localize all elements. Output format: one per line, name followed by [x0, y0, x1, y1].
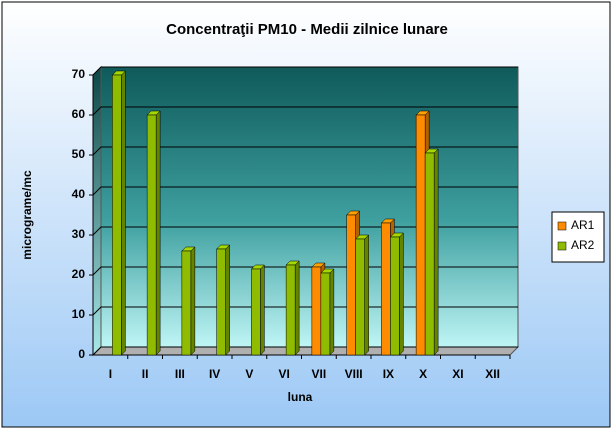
grid-line — [92, 66, 518, 76]
back-wall — [100, 66, 519, 348]
grid-line — [92, 106, 518, 116]
bar-side — [225, 244, 230, 356]
bar-side — [155, 110, 161, 356]
x-tick-label: XII — [485, 367, 500, 381]
bar — [311, 266, 322, 356]
y-tick-label: 70 — [72, 67, 86, 81]
x-tick-label: I — [109, 367, 112, 381]
grid-line — [92, 146, 518, 156]
grid-line — [92, 346, 518, 356]
x-tick-label: X — [419, 367, 427, 381]
bar — [355, 238, 365, 356]
y-tick-label: 10 — [72, 307, 86, 321]
grid-line — [92, 186, 518, 196]
grid-line — [92, 306, 518, 316]
bar — [251, 268, 261, 356]
bar — [112, 74, 122, 356]
y-tick-label: 40 — [72, 187, 86, 201]
y-axis-label: micrograme/mc — [20, 170, 34, 260]
bar-side — [364, 234, 369, 356]
bar-side — [329, 268, 335, 356]
y-tick-label: 50 — [72, 147, 86, 161]
grid-line — [92, 226, 518, 236]
side-wall — [92, 65, 102, 357]
x-axis-label: luna — [288, 390, 313, 404]
x-tick-label: V — [245, 367, 253, 381]
x-tick-label: VIII — [345, 367, 363, 381]
bar — [415, 114, 426, 356]
x-tick-label: IX — [383, 367, 394, 381]
y-tick-label: 30 — [72, 227, 86, 241]
grid-line — [92, 266, 518, 276]
y-tick-label: 60 — [72, 107, 86, 121]
x-tick-label: IV — [209, 367, 220, 381]
chart-title: Concentraţii PM10 - Medii zilnice lunare — [166, 21, 448, 38]
bar-side — [121, 70, 126, 356]
bar — [146, 114, 157, 356]
bar — [181, 250, 192, 356]
x-tick-label: VII — [312, 367, 327, 381]
legend-box — [551, 211, 605, 263]
legend-label: AR1 — [571, 218, 595, 232]
y-tick-label: 0 — [78, 347, 85, 361]
x-tick-label: XI — [452, 367, 463, 381]
bar — [424, 152, 435, 356]
x-tick-label: II — [142, 367, 149, 381]
bar-side — [260, 264, 265, 356]
bar — [390, 236, 400, 356]
bar — [320, 272, 331, 356]
x-tick-label: VI — [278, 367, 289, 381]
y-tick-label: 20 — [72, 267, 86, 281]
bar — [381, 222, 391, 356]
bar — [346, 214, 356, 356]
legend-swatch — [557, 241, 567, 251]
legend-label: AR2 — [571, 238, 595, 252]
bar-side — [294, 260, 300, 356]
bar-side — [433, 148, 439, 356]
bar-side — [190, 246, 196, 356]
bar — [216, 248, 226, 356]
x-tick-label: III — [175, 367, 185, 381]
bar — [285, 264, 296, 356]
legend-swatch — [557, 221, 567, 231]
bar-side — [399, 232, 404, 356]
